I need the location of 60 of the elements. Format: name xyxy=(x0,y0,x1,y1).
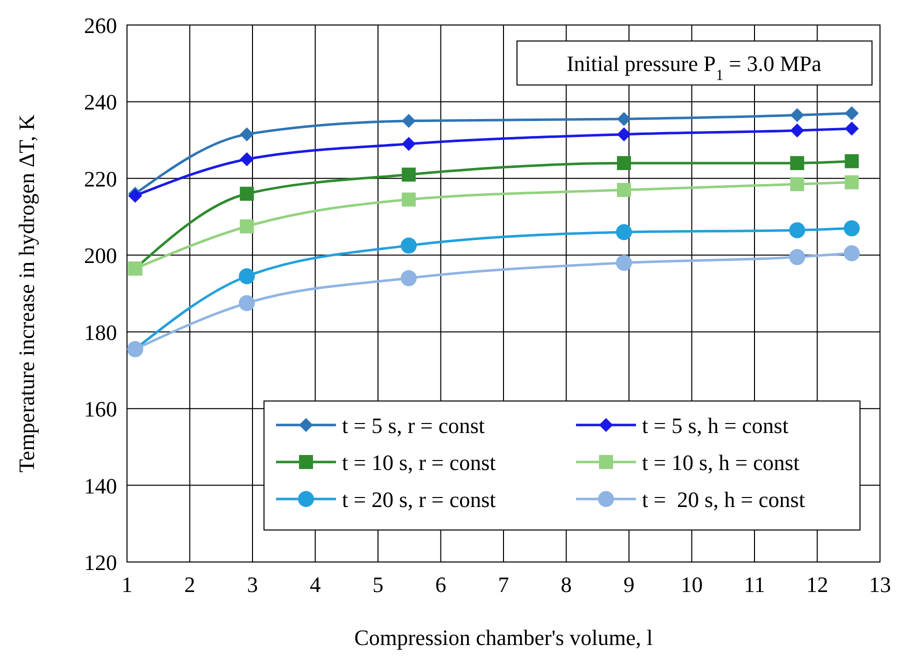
y-tick-label: 200 xyxy=(84,243,117,268)
point xyxy=(616,112,631,126)
y-tick-label: 180 xyxy=(84,320,117,345)
point xyxy=(400,270,417,286)
x-tick-label: 13 xyxy=(869,572,891,597)
point xyxy=(400,238,417,254)
y-tick-label: 240 xyxy=(84,90,117,115)
x-tick-label: 6 xyxy=(435,572,446,597)
y-tick-label: 120 xyxy=(84,550,117,575)
point xyxy=(402,168,416,182)
point xyxy=(238,268,255,284)
point xyxy=(844,106,859,120)
point xyxy=(844,245,860,262)
point xyxy=(402,114,416,128)
legend-label: t = 10 s, h = const xyxy=(642,450,800,475)
legend-label: t = 20 s, r = const xyxy=(342,487,496,512)
y-tick-label: 160 xyxy=(84,396,117,422)
y-tick-label: 260 xyxy=(84,13,117,38)
x-tick-label: 10 xyxy=(680,572,703,597)
x-tick-label: 9 xyxy=(624,572,634,597)
point xyxy=(789,222,806,238)
legend-label: t = 5 s, h = const xyxy=(642,413,788,438)
point xyxy=(790,156,804,170)
point xyxy=(616,182,631,197)
y-tick-label: 140 xyxy=(84,473,117,498)
x-tick-label: 7 xyxy=(498,572,509,597)
y-tick-label: 220 xyxy=(84,166,117,192)
point xyxy=(844,220,860,236)
x-tick-label: 11 xyxy=(744,572,766,597)
point xyxy=(240,219,254,234)
legend-label: t = 20 s, h = const xyxy=(642,487,805,512)
legend-label: t = 5 s, r = const xyxy=(342,413,485,438)
point xyxy=(790,177,804,192)
point xyxy=(790,108,804,122)
x-tick-label: 12 xyxy=(806,572,828,597)
x-tick-label: 1 xyxy=(122,572,132,597)
point xyxy=(790,123,804,138)
point xyxy=(402,192,416,207)
point xyxy=(616,127,631,142)
x-tick-label: 3 xyxy=(247,572,258,597)
x-tick-label: 5 xyxy=(372,572,384,597)
point xyxy=(240,127,254,142)
point xyxy=(844,122,859,136)
point xyxy=(616,254,632,271)
x-tick-label: 8 xyxy=(560,572,572,597)
point xyxy=(238,295,255,312)
point xyxy=(240,152,254,166)
x-tick-label: 2 xyxy=(184,572,196,597)
x-tick-label: 4 xyxy=(310,572,321,597)
legend-label: t = 10 s, r = const xyxy=(342,450,496,475)
point xyxy=(616,156,631,170)
point xyxy=(844,175,859,190)
y-axis-title: Temperature increase in hydrogen ΔT, K xyxy=(14,114,39,472)
point xyxy=(402,136,416,151)
point xyxy=(240,186,254,201)
point xyxy=(789,249,806,266)
point xyxy=(844,154,859,168)
point xyxy=(616,224,632,240)
x-axis-title: Compression chamber's volume, l xyxy=(354,625,653,650)
annotation: Initial pressure P$_{1}$ = 3.0 MPa xyxy=(566,51,822,84)
